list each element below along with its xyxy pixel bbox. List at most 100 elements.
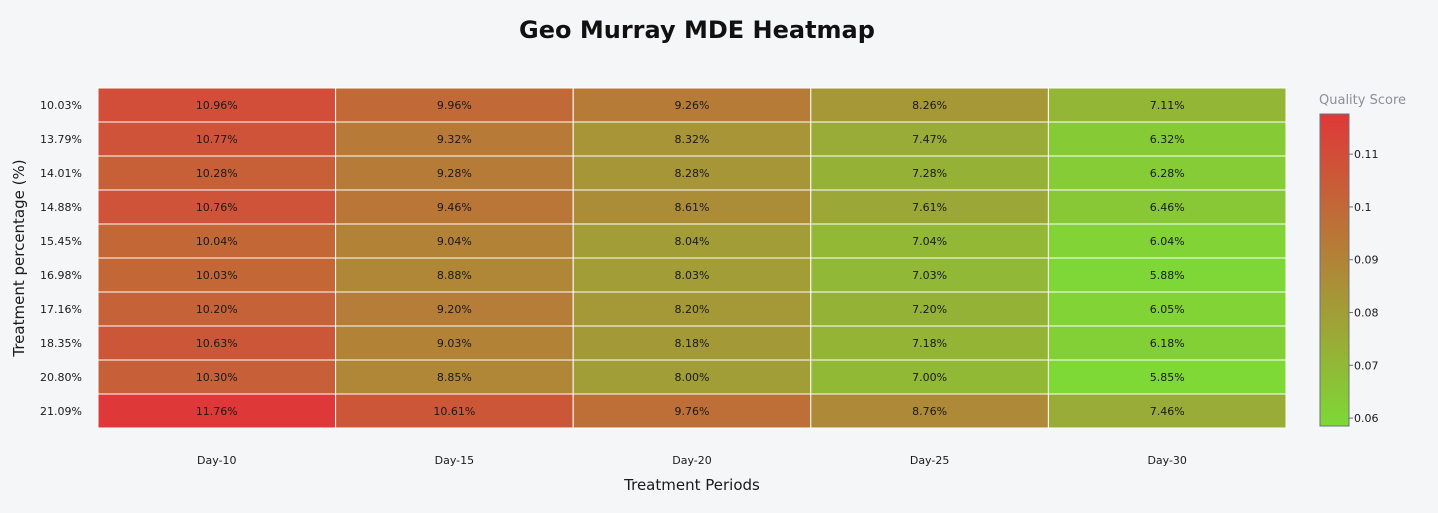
heatmap-cell [810,189,1049,225]
cell-value-label: 9.20% [437,303,472,316]
cell-value-label: 9.26% [675,99,710,112]
chart-title: Geo Murray MDE Heatmap [519,16,875,44]
colorbar-tick-label: 0.08 [1354,306,1379,319]
y-tick-label: 20.80% [40,371,82,384]
cell-value-label: 10.28% [196,167,238,180]
colorbar-gradient [1319,113,1350,427]
x-axis-ticks: Day-10 Day-15 Day-20 Day-25 Day-30 [197,454,1187,467]
cell-value-label: 10.04% [196,235,238,248]
heatmap-cell [97,325,337,361]
y-tick-label: 15.45% [40,235,82,248]
cell-value-label: 8.28% [675,167,710,180]
heatmap-cell [572,189,812,225]
heatmap-cell [810,393,1049,429]
cell-value-label: 9.28% [437,167,472,180]
heatmap-cell [572,257,812,293]
cell-value-label: 8.18% [675,337,710,350]
heatmap-cell [97,223,337,259]
cell-value-label: 10.30% [196,371,238,384]
cell-value-label: 8.03% [675,269,710,282]
cell-value-label: 7.04% [912,235,947,248]
y-axis-ticks: 10.03% 13.79% 14.01% 14.88% 15.45% 16.98% 17.1… [40,99,82,418]
cell-value-label: 8.88% [437,269,472,282]
y-tick-label: 17.16% [40,303,82,316]
colorbar-tick-label: 0.06 [1354,412,1379,425]
x-tick-label: Day-25 [910,454,950,467]
heatmap-cell [335,393,574,429]
cell-value-label: 8.76% [912,405,947,418]
heatmap-cell [1047,121,1287,157]
heatmap-cell [1047,393,1287,429]
heatmap-cell [810,257,1049,293]
cell-value-label: 7.18% [912,337,947,350]
colorbar-title: Quality Score [1319,93,1406,108]
cell-value-label: 8.26% [912,99,947,112]
cell-value-label: 6.32% [1150,133,1185,146]
heatmap-cell [335,325,574,361]
heatmap-cell [335,359,574,395]
cell-value-label: 10.03% [196,269,238,282]
heatmap-cell [572,87,812,123]
heatmap-cell [97,121,337,157]
y-tick-label: 16.98% [40,269,82,282]
cell-value-label: 9.96% [437,99,472,112]
cell-value-label: 10.76% [196,201,238,214]
y-tick-label: 10.03% [40,99,82,112]
cell-value-label: 9.76% [675,405,710,418]
colorbar-tick-label: 0.1 [1354,201,1372,214]
colorbar-tick-label: 0.07 [1354,359,1379,372]
cell-value-label: 7.20% [912,303,947,316]
y-axis-title: Treatment percentage (%) [10,159,28,357]
heatmap-cell [810,325,1049,361]
colorbar-tick-label: 0.09 [1354,254,1379,267]
x-tick-label: Day-20 [672,454,712,467]
heatmap-cell [1047,189,1287,225]
heatmap-cell [335,257,574,293]
cell-value-label: 7.61% [912,201,947,214]
y-tick-label: 14.01% [40,167,82,180]
heatmap-cell [572,121,812,157]
cell-value-label: 7.03% [912,269,947,282]
y-tick-label: 14.88% [40,201,82,214]
y-tick-label: 21.09% [40,405,82,418]
cell-value-label: 7.47% [912,133,947,146]
cell-value-label: 8.20% [675,303,710,316]
heatmap-cell [572,359,812,395]
heatmap-cell [1047,257,1287,293]
colorbar-tick-label: 0.11 [1354,148,1379,161]
cell-value-label: 8.00% [675,371,710,384]
cell-value-label: 6.46% [1150,201,1185,214]
heatmap-cell [1047,325,1287,361]
heatmap-cell [1047,223,1287,259]
cell-value-label: 7.46% [1150,405,1185,418]
heatmap-cell [572,223,812,259]
cell-value-label: 8.32% [675,133,710,146]
colorbar-ticks: 0.06 0.07 0.08 0.09 0.1 0.11 [1349,148,1379,425]
y-tick-label: 18.35% [40,337,82,350]
cell-value-label: 7.11% [1150,99,1185,112]
cell-value-label: 7.00% [912,371,947,384]
heatmap-cell [335,223,574,259]
cell-value-label: 10.61% [433,405,475,418]
x-tick-label: Day-10 [197,454,237,467]
heatmap-cell [97,291,337,327]
heatmap-cell [572,393,812,429]
cell-value-label: 9.04% [437,235,472,248]
cell-value-label: 5.85% [1150,371,1185,384]
y-tick-label: 13.79% [40,133,82,146]
cell-value-label: 10.96% [196,99,238,112]
cell-value-label: 9.46% [437,201,472,214]
x-tick-label: Day-30 [1147,454,1187,467]
cell-value-label: 9.03% [437,337,472,350]
cell-value-label: 6.18% [1150,337,1185,350]
colorbar: Quality Score 0.06 0.07 0.08 0.09 0.1 0.11 [1319,93,1406,427]
heatmap-cell [97,393,337,429]
cell-value-label: 8.04% [675,235,710,248]
heatmap-cell [97,87,337,123]
cell-value-label: 10.63% [196,337,238,350]
heatmap-cell [97,189,337,225]
cell-value-label: 10.77% [196,133,238,146]
heatmap-cell [335,155,574,191]
heatmap-cells: 10.96% 9.96% 9.26% 8.26% 7.11% 10.77% 9.32% 8.3… [97,87,1287,429]
